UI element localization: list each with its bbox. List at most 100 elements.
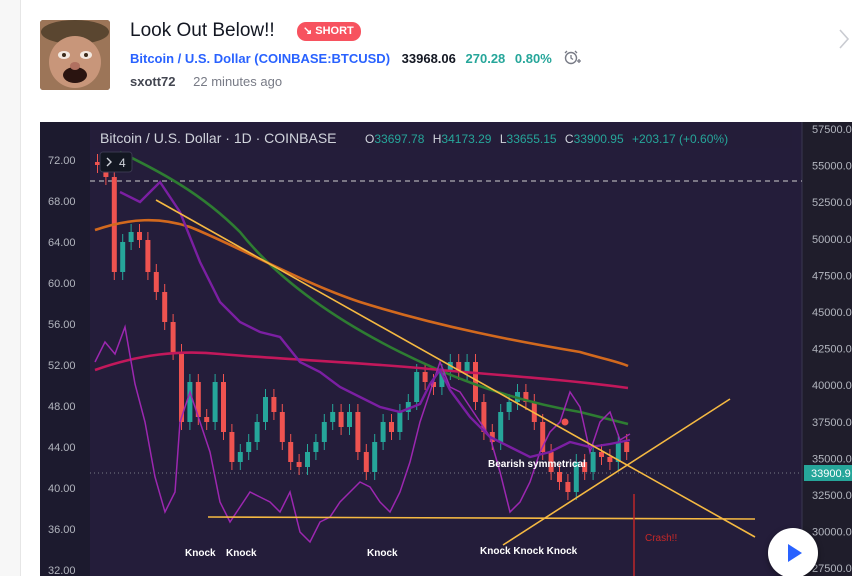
play-button[interactable] (768, 528, 818, 576)
left-axis: 72.00 68.00 64.00 60.00 56.00 52.00 48.00 44.00… (48, 155, 76, 576)
right-axis-tick: 40000.0 (812, 380, 852, 392)
last-price-tag-bg (804, 465, 852, 481)
candle-body (565, 482, 571, 492)
purple-ma (119, 180, 631, 459)
candle-body (179, 352, 184, 422)
chevron-right-icon[interactable] (838, 28, 850, 55)
left-axis-tick: 40.00 (48, 483, 76, 495)
candle-body (372, 442, 378, 472)
chart-canvas: Knock Knock Knock Knock Knock Knock Bear… (40, 122, 852, 576)
candle-body (548, 452, 554, 472)
candle-body (422, 372, 428, 382)
right-axis-tick: 57500.0 (812, 124, 852, 136)
right-axis-tick: 35000.0 (812, 453, 852, 465)
candle-body (271, 397, 277, 412)
play-icon (788, 544, 802, 562)
right-axis-tick: 30000.0 (812, 527, 852, 539)
oscillator-line (94, 324, 631, 544)
arrow-down-right-icon: ↘ (303, 25, 313, 37)
post-time: 22 minutes ago (193, 74, 283, 89)
right-axis-tick: 45000.0 (812, 307, 852, 319)
right-axis-tick: 50000.0 (812, 234, 852, 246)
symbol-change-pct: 0.80% (514, 50, 552, 66)
ohlc-readout: O33697.78 H34173.29 L33655.15 C33900.95 … (365, 132, 728, 146)
knock-label-3: Knock (367, 548, 398, 559)
right-axis-tick: 27500.0 (812, 563, 852, 575)
left-axis-tick: 36.00 (48, 524, 76, 536)
knock-label-4: Knock Knock Knock (480, 546, 578, 557)
candle-body (338, 412, 344, 427)
candle-body (582, 462, 588, 472)
candle-body (212, 382, 218, 422)
candle-body (523, 392, 529, 402)
author-avatar[interactable] (40, 20, 110, 90)
symbol-price: 33968.06 (401, 50, 456, 66)
candle-body (95, 162, 100, 165)
candle-body (263, 397, 268, 422)
symbol-change: 270.28 (465, 50, 506, 66)
last-price-tag: 33900.9 (811, 468, 851, 480)
candle-body (431, 382, 436, 387)
left-axis-tick: 48.00 (48, 401, 76, 413)
candle-body (288, 442, 294, 462)
left-axis-tick: 68.00 (48, 196, 76, 208)
short-badge: ↘ SHORT (297, 22, 361, 41)
candle-body (355, 412, 361, 452)
left-axis-tick: 64.00 (48, 237, 76, 249)
left-axis-tick: 52.00 (48, 360, 76, 372)
left-axis-tick: 72.00 (48, 155, 76, 167)
candle-body (414, 372, 420, 402)
right-axis-tick: 52500.0 (812, 197, 852, 209)
collapse-indicators-button[interactable]: 4 (99, 151, 133, 173)
chart-legend-title: Bitcoin / U.S. Dollar · 1D · COINBASE (100, 130, 337, 146)
candle-body (321, 422, 327, 442)
candle-body (120, 242, 126, 272)
candle-body (128, 232, 134, 242)
left-axis-tick: 60.00 (48, 278, 76, 290)
chevron-icon (106, 157, 112, 167)
candle-body (296, 462, 302, 467)
badge-label: SHORT (315, 25, 354, 37)
left-axis-tick: 56.00 (48, 319, 76, 331)
pattern-label: Bearish symmetrical (488, 459, 586, 470)
ma-red (94, 351, 629, 390)
add-alert-icon[interactable] (563, 50, 582, 69)
symbol-name-link[interactable]: Bitcoin / U.S. Dollar (130, 50, 251, 66)
candle-body (221, 382, 226, 432)
candle-body (397, 412, 403, 432)
candle-body (363, 452, 369, 472)
right-axis-tick: 37500.0 (812, 417, 852, 429)
candle-body (313, 442, 319, 452)
candle-body (170, 322, 176, 352)
candle-body (464, 362, 470, 372)
candle-body (204, 417, 210, 422)
ma-orange (94, 218, 629, 368)
right-axis-tick: 32500.0 (812, 490, 852, 502)
candle-body (305, 452, 310, 467)
idea-title[interactable]: Look Out Below!! (130, 20, 275, 41)
candle-body (439, 372, 445, 387)
chart-snapshot[interactable]: Knock Knock Knock Knock Knock Knock Bear… (40, 122, 852, 576)
candle-body (279, 412, 285, 442)
candle-body (137, 232, 142, 240)
candle-body (145, 240, 151, 272)
post-meta: sxott72 22 minutes ago (130, 74, 282, 89)
candle-body (153, 272, 159, 292)
left-axis-tick: 44.00 (48, 442, 76, 454)
symbol-code-link[interactable]: (COINBASE:BTCUSD) (254, 50, 391, 66)
left-axis-tick: 32.00 (48, 565, 76, 576)
crash-label: Crash!! (645, 533, 677, 544)
right-axis-tick: 47500.0 (812, 270, 852, 282)
descending-trendline (155, 199, 756, 538)
candle-body (456, 362, 462, 372)
author-link[interactable]: sxott72 (130, 74, 176, 89)
knock-label-2: Knock (226, 548, 257, 559)
right-axis-tick: 55000.0 (812, 161, 852, 173)
candle-body (624, 442, 630, 452)
candle-body (380, 422, 386, 442)
candle-body (187, 382, 193, 422)
candle-body (229, 432, 235, 462)
candle-body (590, 452, 596, 472)
knock-label-1: Knock (185, 548, 216, 559)
